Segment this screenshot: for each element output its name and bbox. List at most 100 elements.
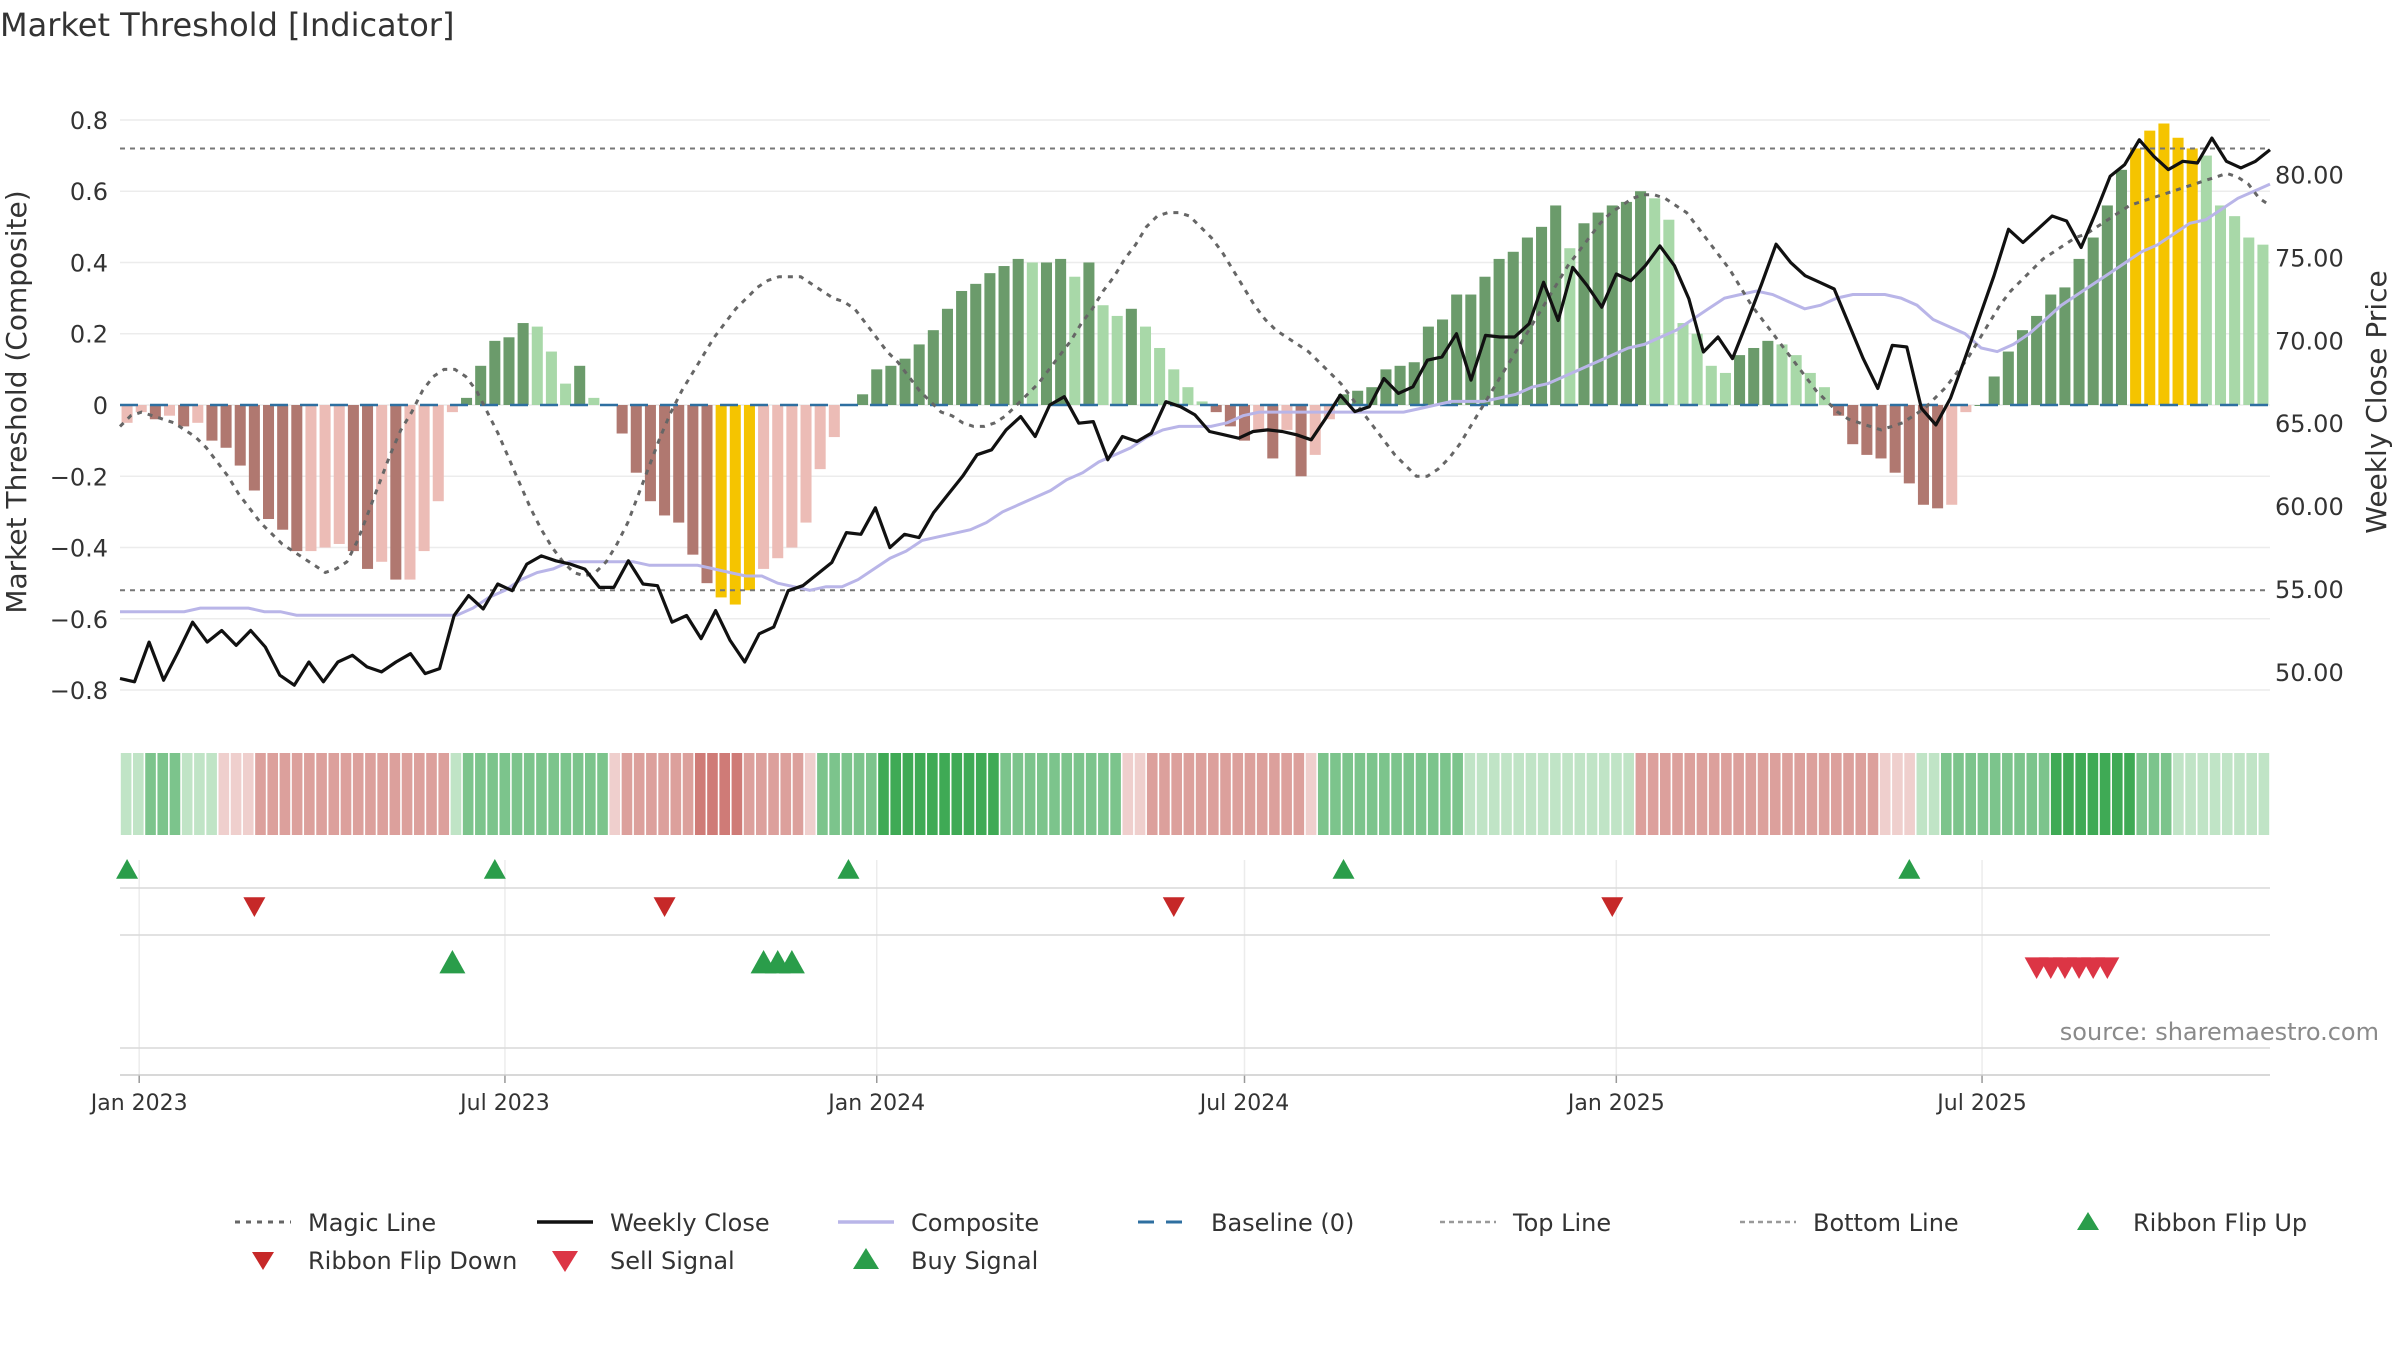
ribbon-cell xyxy=(2124,753,2135,835)
ribbon-flip-down-marker xyxy=(653,897,676,917)
ribbon-cell xyxy=(609,753,621,835)
ribbon-cell xyxy=(621,753,633,835)
composite-bar xyxy=(1493,258,1505,405)
composite-bar xyxy=(1451,294,1463,405)
ribbon-cell xyxy=(1208,753,1219,835)
ribbon-cell xyxy=(1244,753,1256,835)
ribbon-cell xyxy=(2173,753,2184,835)
composite-bar xyxy=(1437,319,1449,405)
x-tick-label: Jan 2024 xyxy=(826,1091,925,1116)
ribbon-flip-down-marker xyxy=(1601,897,1624,917)
ribbon-cell xyxy=(2050,753,2062,835)
composite-bar xyxy=(2214,205,2227,405)
composite-bar xyxy=(970,283,982,405)
composite-bar xyxy=(984,273,996,405)
composite-bar xyxy=(1776,344,1788,405)
ribbon-cell xyxy=(1085,753,1097,835)
ribbon-cell xyxy=(1110,753,1121,835)
ribbon-cell xyxy=(1684,753,1696,835)
composite-bar xyxy=(800,405,812,523)
ribbon-cell xyxy=(975,753,987,835)
ribbon-cell xyxy=(304,753,315,835)
ribbon-cell xyxy=(1293,753,1305,835)
ribbon-cell xyxy=(2148,753,2160,835)
composite-bar xyxy=(1224,405,1236,427)
ribbon-cell xyxy=(2160,753,2172,835)
ribbon-cell xyxy=(853,753,865,835)
ribbon-cell xyxy=(1501,753,1512,835)
ribbon-cell xyxy=(1586,753,1598,835)
ribbon-cell xyxy=(1745,753,1757,835)
ribbon-cell xyxy=(768,753,779,835)
composite-bar xyxy=(1196,401,1208,405)
ribbon-cell xyxy=(487,753,498,835)
lines-layer xyxy=(118,136,2271,687)
ribbon-cell xyxy=(1049,753,1060,835)
legend-item: Bottom Line xyxy=(1740,1209,1959,1237)
ribbon-flip-up-marker xyxy=(1898,859,1921,879)
ribbon-cell xyxy=(1391,753,1402,835)
y-axis-label: Market Threshold (Composite) xyxy=(0,190,33,613)
composite-line xyxy=(120,182,2271,617)
x-tick-label: Jul 2025 xyxy=(1935,1091,2027,1116)
x-tick-label: Jan 2025 xyxy=(1566,1091,1665,1116)
composite-bar xyxy=(1917,405,1929,505)
composite-bar xyxy=(743,405,755,591)
ribbon-cell xyxy=(1134,753,1146,835)
ribbon-cell xyxy=(1317,753,1329,835)
legend-swatch-sell xyxy=(552,1251,578,1272)
composite-bar xyxy=(503,337,515,405)
ribbon-cell xyxy=(585,753,596,835)
composite-bar xyxy=(1253,405,1265,430)
sell-signal-marker xyxy=(2095,957,2120,979)
composite-bar xyxy=(277,405,289,530)
y-tick-label: −0.2 xyxy=(50,463,108,491)
ribbon-cell xyxy=(377,753,388,835)
composite-bar xyxy=(1705,365,1717,405)
composite-bar xyxy=(1677,323,1689,405)
composite-bar xyxy=(1055,258,1067,405)
legend-label: Bottom Line xyxy=(1813,1209,1959,1237)
composite-bar xyxy=(715,405,727,598)
ribbon-cell xyxy=(2136,753,2148,835)
ribbon-cell xyxy=(413,753,425,835)
ribbon-cell xyxy=(2075,753,2086,835)
composite-bar xyxy=(347,405,359,552)
ribbon-cell xyxy=(1916,753,1928,835)
ribbon-cell xyxy=(1733,753,1744,835)
ribbon-cell xyxy=(865,753,877,835)
ribbon-cell xyxy=(365,753,376,835)
ribbon-cell xyxy=(242,753,254,835)
magic-line xyxy=(118,171,2271,578)
composite-bar xyxy=(1238,405,1251,441)
ribbon-cell xyxy=(206,753,217,835)
composite-bar xyxy=(2101,205,2113,405)
ribbon-cell xyxy=(475,753,486,835)
composite-bar xyxy=(2002,351,2014,405)
ribbon-cell xyxy=(1696,753,1708,835)
ribbon-cell xyxy=(1953,753,1964,835)
ribbon-cell xyxy=(1965,753,1977,835)
ribbon-cell xyxy=(1171,753,1182,835)
legend-item: Top Line xyxy=(1440,1209,1611,1237)
composite-bar xyxy=(1663,219,1675,405)
y-tick-label: 0 xyxy=(93,392,108,420)
ribbon-cell xyxy=(804,753,816,835)
legend-swatch-buy xyxy=(853,1248,879,1269)
ribbon-cell xyxy=(2111,753,2123,835)
ribbon-flip-up-marker xyxy=(1332,859,1355,879)
ribbon-cell xyxy=(1660,753,1671,835)
ribbon-cell xyxy=(499,753,511,835)
ribbon-cell xyxy=(927,753,938,835)
ribbon-cell xyxy=(1708,753,1720,835)
y-tick-label: 0.4 xyxy=(70,249,108,277)
ribbon-cell xyxy=(1513,753,1525,835)
ribbon-cell xyxy=(1843,753,1854,835)
composite-bar xyxy=(517,323,529,405)
composite-bar xyxy=(1847,405,1859,445)
composite-bar xyxy=(2087,237,2099,405)
composite-bar xyxy=(446,405,458,413)
ribbon-cell xyxy=(316,753,327,835)
ribbon-cell xyxy=(1892,753,1903,835)
composite-bar xyxy=(376,405,388,562)
